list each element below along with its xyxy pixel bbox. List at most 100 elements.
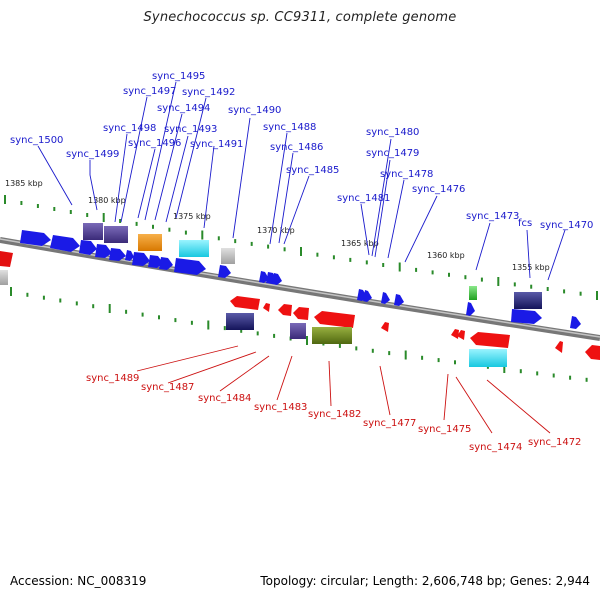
gene-label-sync-1496: sync_1496 [128, 138, 181, 149]
major-tick [102, 213, 105, 222]
major-tick [4, 195, 6, 204]
gene-label-sync-1474: sync_1474 [469, 442, 522, 453]
minor-tick [332, 255, 335, 260]
gene-box [138, 234, 162, 251]
gene-label-sync-1473: sync_1473 [466, 211, 519, 222]
gene-label-sync-1498: sync_1498 [103, 123, 156, 134]
gene-label-sync-1495: sync_1495 [152, 71, 205, 82]
minor-tick [437, 358, 440, 363]
major-tick [398, 262, 401, 272]
minor-tick [240, 328, 243, 333]
kbp-1365: 1365 kbp [341, 239, 379, 248]
minor-tick [92, 304, 95, 309]
minor-tick [464, 275, 467, 280]
gene-label-sync-1499: sync_1499 [66, 149, 119, 160]
gene-arrow [293, 307, 309, 320]
minor-tick [20, 201, 23, 205]
gene-box [179, 240, 209, 257]
gene-label-sync-1484: sync_1484 [198, 393, 251, 404]
major-tick [201, 230, 204, 240]
gene-arrow [363, 290, 372, 302]
gene-label-sync-1476: sync_1476 [412, 184, 465, 195]
minor-tick [536, 371, 539, 376]
gene-label-sync-1475: sync_1475 [418, 424, 471, 435]
minor-tick [217, 236, 220, 241]
minor-tick [365, 260, 368, 265]
gene-label-sync-1490: sync_1490 [228, 105, 281, 116]
gene-box [514, 292, 542, 309]
gene-label-sync-1497: sync_1497 [123, 86, 176, 97]
minor-tick [338, 343, 341, 348]
topology-text: Topology: circular; Length: 2,606,748 bp… [260, 574, 590, 588]
major-tick [207, 320, 210, 330]
minor-tick [168, 227, 171, 232]
gene-arrow [79, 240, 97, 255]
kbp-1385: 1385 kbp [5, 179, 43, 188]
minor-tick [415, 267, 418, 272]
gene-label-sync-1481: sync_1481 [337, 193, 390, 204]
major-tick [306, 336, 308, 345]
gene-label-sync-1482: sync_1482 [308, 409, 361, 420]
minor-tick [382, 263, 385, 267]
gene-arrow [555, 341, 563, 353]
minor-tick [388, 351, 391, 356]
gene-arrow [394, 294, 404, 306]
gene-box [469, 286, 477, 300]
major-tick [596, 291, 598, 300]
minor-tick [371, 348, 374, 353]
gene-label-sync-1489: sync_1489 [86, 373, 139, 384]
gene-arrow [570, 316, 581, 329]
gene-label-sync-1500: sync_1500 [10, 135, 63, 146]
gene-arrow [159, 257, 173, 270]
forward-leader-lines [37, 81, 566, 281]
reverse-leader-lines [136, 345, 551, 434]
kbp-1380: 1380 kbp [88, 196, 126, 205]
major-tick [404, 350, 407, 360]
gene-label-sync-1491: sync_1491 [190, 139, 243, 150]
minor-tick [454, 360, 456, 365]
minor-tick [59, 298, 62, 303]
gene-arrow [470, 332, 510, 348]
gene-label-sync-1486: sync_1486 [270, 142, 323, 153]
forward-genes [0, 223, 581, 329]
minor-tick [75, 301, 78, 306]
gene-label-sync-1485: sync_1485 [286, 165, 339, 176]
minor-tick [283, 247, 286, 252]
major-tick [503, 364, 506, 373]
minor-tick [530, 284, 533, 289]
gene-label-sync-1493: sync_1493 [164, 124, 217, 135]
gene-box [469, 349, 507, 367]
minor-tick [579, 291, 582, 296]
gene-box [312, 327, 352, 344]
forward-labels: sync_1500 sync_1499 sync_1498 sync_1497 … [10, 71, 593, 231]
minor-tick [174, 318, 177, 323]
gene-label-sync-1472: sync_1472 [528, 437, 581, 448]
gene-arrow [585, 345, 600, 360]
gene-arrow [95, 244, 112, 258]
major-tick [497, 277, 500, 286]
minor-tick [234, 239, 237, 244]
minor-tick [26, 292, 29, 297]
kbp-1360: 1360 kbp [427, 251, 465, 260]
accession-text: Accession: NC_008319 [10, 574, 147, 588]
gene-label-sync-1487: sync_1487 [141, 382, 194, 393]
reverse-labels: sync_1489 sync_1487 sync_1484 sync_1483 … [86, 373, 581, 453]
minor-tick [125, 309, 128, 314]
gene-arrow [50, 235, 80, 252]
minor-tick [184, 230, 187, 235]
minor-tick [158, 315, 160, 320]
gene-box [0, 270, 8, 285]
gene-label-sync-1470: sync_1470 [540, 220, 593, 231]
major-tick [10, 287, 12, 296]
gene-label-sync-1488: sync_1488 [263, 122, 316, 133]
gene-label-fcs: fcs [518, 218, 532, 229]
gene-arrow [381, 322, 389, 332]
minor-tick [256, 331, 259, 336]
minor-tick [190, 320, 193, 325]
minor-tick [267, 244, 270, 249]
minor-tick [355, 346, 358, 351]
minor-tick [141, 312, 144, 317]
minor-tick [513, 282, 516, 287]
gene-arrow [20, 230, 51, 246]
